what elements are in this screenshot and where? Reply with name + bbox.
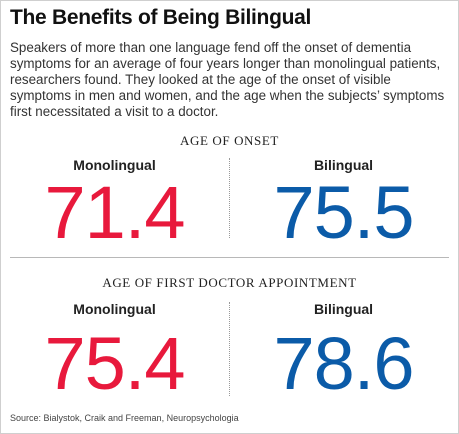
source-note: Source: Bialystok, Craik and Freeman, Ne… (10, 413, 239, 423)
section-heading-doctor: AGE OF FIRST DOCTOR APPOINTMENT (102, 275, 357, 290)
label-bilingual-doctor: Bilingual (313, 301, 374, 317)
label-bilingual-onset: Bilingual (313, 157, 374, 173)
section-heading-onset: AGE OF ONSET (180, 133, 279, 148)
column-divider-onset (229, 158, 230, 238)
value-monolingual-onset: 71.4 (44, 171, 185, 254)
label-monolingual-onset: Monolingual (73, 157, 156, 173)
value-monolingual-doctor: 75.4 (44, 322, 185, 405)
value-bilingual-doctor: 78.6 (273, 322, 414, 405)
intro-paragraph: Speakers of more than one language fend … (10, 40, 445, 119)
label-monolingual-doctor: Monolingual (73, 301, 156, 317)
value-bilingual-onset: 75.5 (273, 171, 414, 254)
section-divider (10, 257, 449, 258)
graphic-title: The Benefits of Being Bilingual (10, 6, 312, 29)
column-divider-doctor (229, 302, 230, 396)
